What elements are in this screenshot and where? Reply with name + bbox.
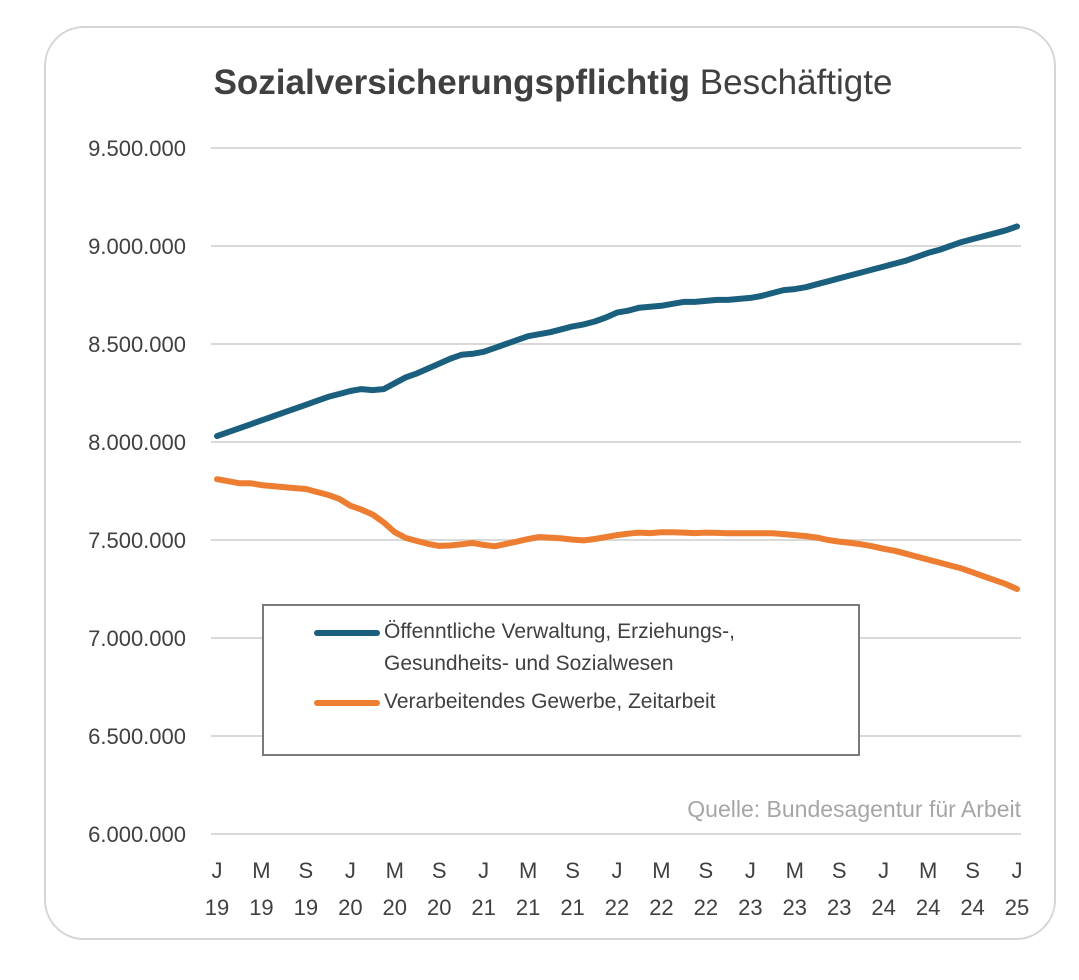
x-tick-month: S bbox=[565, 858, 580, 883]
x-tick-month: J bbox=[612, 858, 623, 883]
x-tick-year: 19 bbox=[249, 895, 273, 920]
x-tick-month: S bbox=[832, 858, 847, 883]
x-tick-month: M bbox=[252, 858, 270, 883]
x-tick-month: M bbox=[786, 858, 804, 883]
x-tick-month: S bbox=[699, 858, 714, 883]
x-tick-month: S bbox=[432, 858, 447, 883]
legend-label-line-1: Verarbeitendes Gewerbe, Zeitarbeit bbox=[384, 690, 716, 713]
chart-title-bold: Sozialversicherungspflichtig bbox=[214, 63, 691, 102]
x-tick-year: 21 bbox=[516, 895, 540, 920]
x-tick-year: 19 bbox=[205, 895, 229, 920]
y-tick-label: 7.000.000 bbox=[88, 626, 186, 651]
y-tick-label: 9.000.000 bbox=[88, 234, 186, 259]
legend-label-public-sector: Öffenntliche Verwaltung, Erziehungs-, Ge… bbox=[384, 616, 854, 680]
x-tick-month: J bbox=[878, 858, 889, 883]
x-tick-month: M bbox=[919, 858, 937, 883]
series-line-public-sector bbox=[214, 223, 1020, 440]
y-tick-label: 8.000.000 bbox=[88, 430, 186, 455]
x-tick-month: M bbox=[386, 858, 404, 883]
x-tick-month: M bbox=[652, 858, 670, 883]
legend-swatch-public-sector bbox=[314, 630, 380, 636]
x-tick-year: 20 bbox=[383, 895, 407, 920]
legend-label-line-1: Öffenntliche Verwaltung, Erziehungs-, bbox=[384, 620, 735, 643]
y-tick-label: 8.500.000 bbox=[88, 332, 186, 357]
x-tick-year: 22 bbox=[694, 895, 718, 920]
y-tick-label: 9.500.000 bbox=[88, 136, 186, 161]
x-tick-year: 22 bbox=[649, 895, 673, 920]
series-line-manufacturing bbox=[214, 476, 1020, 592]
y-tick-label: 6.500.000 bbox=[88, 724, 186, 749]
x-tick-month: J bbox=[345, 858, 356, 883]
x-tick-year: 19 bbox=[294, 895, 318, 920]
series-lines bbox=[214, 223, 1020, 592]
x-tick-year: 20 bbox=[338, 895, 362, 920]
source-note: Quelle: Bundesagentur für Arbeit bbox=[687, 796, 1021, 822]
x-tick-month: J bbox=[212, 858, 223, 883]
x-tick-year: 23 bbox=[827, 895, 851, 920]
x-tick-year: 23 bbox=[738, 895, 762, 920]
y-tick-label: 7.500.000 bbox=[88, 528, 186, 553]
x-tick-year: 25 bbox=[1005, 895, 1029, 920]
chart-title-regular bbox=[690, 63, 700, 102]
x-tick-month: J bbox=[745, 858, 756, 883]
chart-card bbox=[44, 26, 1056, 940]
x-tick-month: M bbox=[519, 858, 537, 883]
y-axis-ticks: 9.500.000 9.000.000 8.500.000 8.000.000 7.50… bbox=[88, 136, 186, 847]
x-tick-year: 22 bbox=[605, 895, 629, 920]
x-tick-year: 21 bbox=[471, 895, 495, 920]
chart-title-regular-text: Beschäftigte bbox=[700, 63, 893, 102]
x-tick-year: 24 bbox=[960, 895, 984, 920]
legend-swatch-manufacturing bbox=[314, 700, 380, 706]
x-tick-month: S bbox=[299, 858, 314, 883]
x-tick-year: 20 bbox=[427, 895, 451, 920]
legend-entry-public-sector: Öffenntliche Verwaltung, Erziehungs-, Ge… bbox=[314, 616, 854, 680]
x-tick-month: S bbox=[965, 858, 980, 883]
x-tick-year: 23 bbox=[783, 895, 807, 920]
x-tick-month: J bbox=[1012, 858, 1023, 883]
legend-label-manufacturing: Verarbeitendes Gewerbe, Zeitarbeit bbox=[384, 686, 854, 718]
x-tick-month: J bbox=[478, 858, 489, 883]
x-axis-ticks: J 19 M 19 S 19 J 20 M 20 S 20 J 21 M 21 S 21 J 22 M 22 S 22 J 23 M… bbox=[205, 858, 1029, 920]
x-tick-year: 21 bbox=[560, 895, 584, 920]
chart-title: Sozialversicherungspflichtig Beschäftigt… bbox=[214, 63, 893, 102]
x-tick-year: 24 bbox=[871, 895, 895, 920]
chart-legend: Öffenntliche Verwaltung, Erziehungs-, Ge… bbox=[262, 604, 860, 756]
legend-label-line-2: Gesundheits- und Sozialwesen bbox=[384, 652, 674, 675]
legend-entry-manufacturing: Verarbeitendes Gewerbe, Zeitarbeit bbox=[314, 686, 854, 718]
x-tick-year: 24 bbox=[916, 895, 940, 920]
y-tick-label: 6.000.000 bbox=[88, 822, 186, 847]
